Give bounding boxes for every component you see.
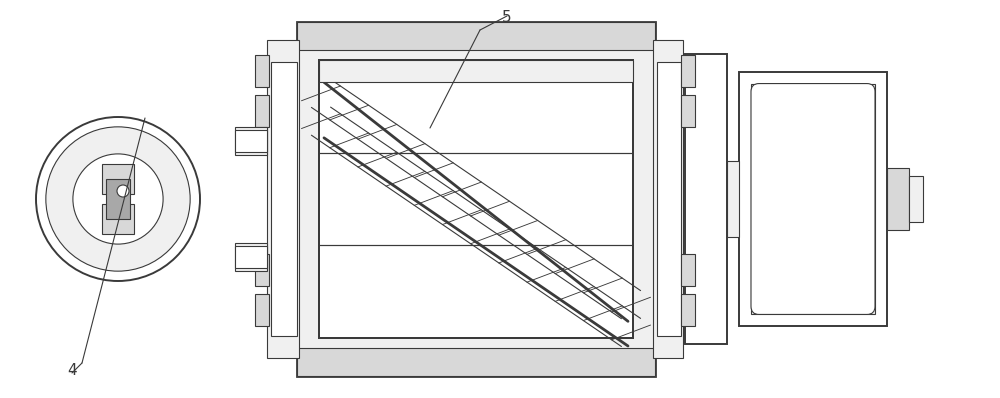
- FancyBboxPatch shape: [751, 84, 875, 314]
- Bar: [235, 246, 267, 268]
- Bar: [235, 127, 267, 154]
- Bar: [681, 95, 695, 127]
- Bar: [909, 176, 923, 222]
- Bar: [297, 22, 655, 50]
- Text: 4: 4: [67, 363, 77, 378]
- Bar: [255, 55, 269, 87]
- Circle shape: [46, 127, 190, 271]
- Bar: [319, 60, 633, 338]
- Bar: [685, 54, 727, 344]
- Text: 5: 5: [502, 10, 512, 25]
- Bar: [681, 55, 695, 87]
- Circle shape: [73, 154, 163, 244]
- Bar: [255, 294, 269, 326]
- Bar: [297, 348, 655, 376]
- Circle shape: [36, 117, 200, 281]
- Bar: [255, 95, 269, 127]
- Bar: [297, 22, 655, 376]
- Bar: [657, 62, 681, 336]
- Bar: [271, 62, 297, 336]
- Bar: [235, 130, 267, 152]
- Bar: [102, 204, 134, 234]
- Bar: [106, 179, 130, 219]
- Bar: [739, 72, 887, 326]
- Bar: [727, 161, 739, 237]
- Bar: [681, 294, 695, 326]
- Bar: [102, 164, 134, 194]
- Bar: [751, 84, 875, 314]
- Bar: [267, 40, 299, 358]
- Circle shape: [117, 185, 129, 197]
- Bar: [319, 60, 633, 82]
- Bar: [887, 168, 909, 230]
- Bar: [653, 40, 683, 358]
- Bar: [255, 254, 269, 286]
- Bar: [319, 60, 633, 338]
- Bar: [235, 244, 267, 271]
- Bar: [681, 254, 695, 286]
